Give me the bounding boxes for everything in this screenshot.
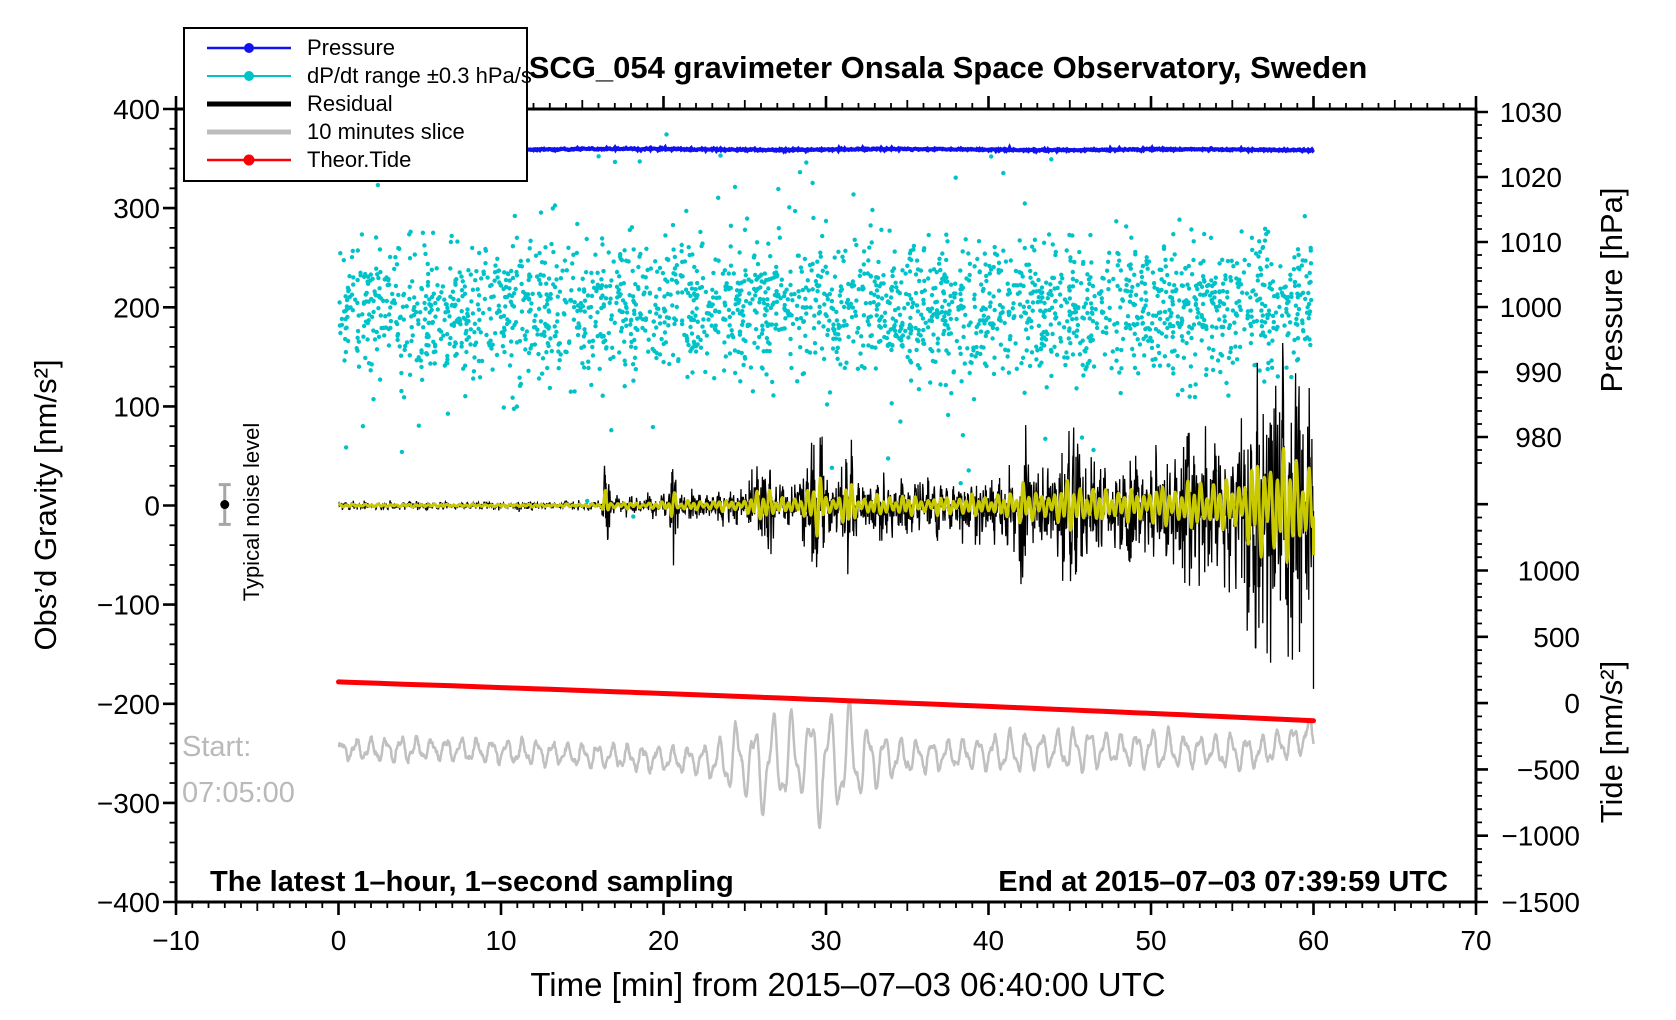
residual-smooth-line: [337, 446, 1315, 564]
tide-tick-label: −1500: [1501, 887, 1580, 918]
legend-item-10-minutes-slice: 10 minutes slice: [185, 118, 526, 146]
plot-frame: [174, 107, 1478, 904]
tide-tick-label: 0: [1564, 688, 1580, 719]
series-group: [218, 123, 1316, 830]
sampling-annotation: The latest 1–hour, 1–second sampling: [210, 866, 734, 898]
theor-tide-line: [336, 679, 1316, 724]
x-tick-label: 50: [1135, 925, 1166, 956]
legend-item-pressure: Pressure: [185, 34, 526, 62]
x-tick-label: 10: [485, 925, 516, 956]
major-ticks: [163, 96, 1488, 915]
legend-swatch-icon: [207, 71, 291, 81]
tide-tick-label: −1000: [1501, 821, 1580, 852]
left-tick-label: −300: [97, 788, 160, 819]
legend-label: 10 minutes slice: [307, 119, 465, 144]
slice-line: [337, 698, 1315, 830]
start-time-annotation: Start: 07:05:00: [182, 724, 295, 816]
left-tick-label: 400: [113, 94, 160, 125]
left-tick-label: −200: [97, 689, 160, 720]
x-tick-label: 30: [810, 925, 841, 956]
x-tick-label: −10: [152, 925, 200, 956]
minor-ticks: [169, 100, 1482, 911]
legend-label: Theor.Tide: [307, 147, 412, 172]
pressure-tick-label: 1030: [1500, 97, 1562, 128]
legend-item-theor-tide: Theor.Tide: [185, 146, 526, 174]
tide-tick-label: −500: [1517, 754, 1580, 785]
start-time: 07:05:00: [182, 777, 295, 809]
pressure-tick-label: 1010: [1500, 227, 1562, 258]
pressure-tick-label: 980: [1515, 422, 1562, 453]
left-axis-title: Obs’d Gravity [nm/s²]: [28, 359, 63, 651]
x-tick-label: 70: [1460, 925, 1491, 956]
x-tick-label: 60: [1298, 925, 1329, 956]
pressure-tick-label: 990: [1515, 357, 1562, 388]
left-tick-label: −100: [97, 590, 160, 621]
left-tick-label: 200: [113, 292, 160, 323]
legend-label: Pressure: [307, 35, 396, 60]
pressure-axis-title: Pressure [hPa]: [1594, 187, 1629, 393]
pressure-tick-label: 1000: [1500, 292, 1562, 323]
legend-swatch-icon: [207, 154, 291, 166]
legend-swatch-icon: [207, 43, 291, 53]
legend-item-dp-dt-range-0-3-hpa-s: dP/dt range ±0.3 hPa/s: [185, 62, 532, 90]
left-tick-label: −400: [97, 887, 160, 918]
noise-level-annotation: Typical noise level: [239, 422, 264, 602]
pressure-tick-label: 1020: [1500, 162, 1562, 193]
x-tick-label: 0: [331, 925, 347, 956]
end-time-annotation: End at 2015–07–03 07:39:59 UTC: [998, 866, 1448, 898]
tide-tick-label: 500: [1533, 622, 1580, 653]
tide-tick-label: 1000: [1518, 556, 1580, 587]
left-tick-label: 100: [113, 391, 160, 422]
dpdt-scatter: [337, 123, 1314, 519]
legend-label: dP/dt range ±0.3 hPa/s: [307, 63, 532, 88]
legend-swatch-icon: [207, 129, 291, 135]
x-axis-title: Time [min] from 2015–07–03 06:40:00 UTC: [530, 966, 1166, 1003]
left-tick-label: 0: [144, 491, 160, 522]
legend-swatch-icon: [207, 101, 291, 107]
x-tick-label: 40: [973, 925, 1004, 956]
legend-item-residual: Residual: [185, 90, 526, 118]
tide-axis-title: Tide [nm/s²]: [1594, 660, 1629, 824]
legend: Pressure dP/dt range ±0.3 hPa/s Residual 10…: [183, 27, 532, 182]
left-tick-label: 300: [113, 193, 160, 224]
chart-title: SCG_054 gravimeter Onsala Space Observat…: [528, 50, 1368, 85]
noise-dot: [220, 500, 230, 510]
x-tick-label: 20: [648, 925, 679, 956]
start-label: Start:: [182, 731, 252, 763]
legend-label: Residual: [307, 91, 393, 116]
